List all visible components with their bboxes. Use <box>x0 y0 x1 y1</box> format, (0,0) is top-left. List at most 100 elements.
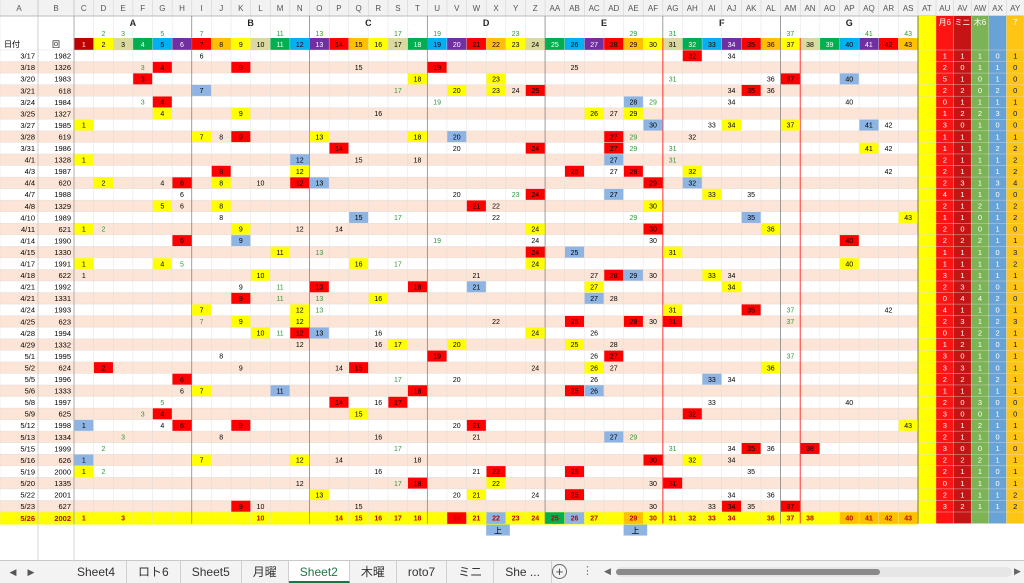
header-number-cell[interactable]: 32 <box>688 42 696 49</box>
cell-fill[interactable] <box>388 339 408 350</box>
count-cell[interactable]: 2 <box>978 109 982 118</box>
count-cell[interactable]: 2 <box>943 202 947 211</box>
number-cell[interactable]: 4 <box>160 65 164 72</box>
number-cell[interactable]: 27 <box>590 284 598 291</box>
number-cell[interactable]: 16 <box>374 331 382 338</box>
count-cell[interactable]: 2 <box>996 294 1000 303</box>
cell-fill[interactable] <box>564 165 585 177</box>
number-cell[interactable]: 24 <box>512 88 520 95</box>
cell-fill[interactable] <box>525 142 545 154</box>
number-cell[interactable]: 1 <box>82 423 86 430</box>
count-cell[interactable]: 2 <box>943 398 947 407</box>
number-cell[interactable]: 35 <box>747 192 755 199</box>
cell-fill[interactable] <box>172 177 192 189</box>
number-cell[interactable]: 4 <box>160 180 164 187</box>
number-cell[interactable]: 6 <box>180 238 184 245</box>
count-cell-extra[interactable]: 1 <box>1013 306 1017 315</box>
count-cell-extra[interactable]: 0 <box>1013 398 1017 407</box>
number-cell[interactable]: 33 <box>708 273 716 280</box>
number-cell[interactable]: 13 <box>315 250 323 257</box>
number-cell[interactable]: 42 <box>885 308 893 315</box>
number-cell[interactable]: 36 <box>767 365 775 372</box>
last-row-cell[interactable]: 31 <box>669 516 677 523</box>
count-cell[interactable]: 2 <box>943 456 947 465</box>
number-cell[interactable]: 5 <box>160 204 164 211</box>
count-cell[interactable]: 1 <box>943 259 947 268</box>
cell-fill[interactable] <box>74 119 94 131</box>
cell-fill[interactable] <box>623 108 643 119</box>
number-cell[interactable]: 26 <box>590 365 598 372</box>
count-cell[interactable]: 2 <box>1013 490 1017 499</box>
cell-fill[interactable] <box>329 396 349 408</box>
number-cell[interactable]: 34 <box>728 458 736 465</box>
number-cell[interactable]: 19 <box>433 65 441 72</box>
cell-fill[interactable] <box>192 84 212 96</box>
cell-fill[interactable] <box>564 489 585 501</box>
header-number-cell[interactable]: 23 <box>512 42 520 49</box>
count-cell[interactable]: 3 <box>943 409 947 418</box>
number-cell[interactable]: 36 <box>767 446 775 453</box>
tab-thursday[interactable]: 木曜 <box>350 561 397 583</box>
count-cell[interactable]: 0 <box>978 409 982 418</box>
count-cell[interactable]: 1 <box>943 109 947 118</box>
number-cell[interactable]: 41 <box>865 123 873 130</box>
number-cell[interactable]: 27 <box>610 146 618 153</box>
number-cell[interactable]: 22 <box>492 215 500 222</box>
count-cell[interactable]: 1 <box>1013 282 1017 291</box>
number-cell[interactable]: 34 <box>728 504 736 511</box>
header-number-cell[interactable]: 29 <box>629 42 637 49</box>
header-number-cell[interactable]: 33 <box>708 42 716 49</box>
count-cell[interactable]: 1 <box>996 490 1000 499</box>
number-cell[interactable]: 35 <box>747 215 755 222</box>
count-cell[interactable]: 2 <box>943 490 947 499</box>
cell-fill[interactable] <box>407 131 428 143</box>
cell-fill[interactable] <box>290 315 310 327</box>
number-cell[interactable]: 40 <box>845 400 853 407</box>
count-cell-extra[interactable]: 2 <box>1013 490 1017 499</box>
number-cell[interactable]: 5 <box>180 261 184 268</box>
count-cell-extra[interactable]: 0 <box>1013 444 1017 453</box>
count-cell[interactable]: 2 <box>943 225 947 234</box>
cell-fill[interactable] <box>741 84 761 96</box>
number-cell[interactable]: 8 <box>219 134 223 141</box>
cell-fill[interactable] <box>427 350 447 362</box>
count-cell-extra[interactable]: 1 <box>1013 352 1017 361</box>
header-number-cell[interactable]: 42 <box>885 42 893 49</box>
cell-fill[interactable] <box>525 223 545 235</box>
last-row-cell[interactable]: 22 <box>492 516 500 523</box>
last-row-cell[interactable]: 16 <box>374 516 382 523</box>
cell-fill[interactable] <box>780 119 800 131</box>
number-cell[interactable]: 15 <box>355 157 363 164</box>
count-cell[interactable]: 0 <box>996 306 1000 315</box>
count-cell[interactable]: 1 <box>978 317 982 326</box>
count-cell[interactable]: 3 <box>1013 248 1017 257</box>
number-cell[interactable]: 21 <box>472 435 480 442</box>
count-cell[interactable]: 1 <box>960 479 964 488</box>
header-number-cell[interactable]: 22 <box>492 42 500 49</box>
number-cell[interactable]: 21 <box>472 423 480 430</box>
number-cell[interactable]: 35 <box>747 469 755 476</box>
number-cell[interactable]: 8 <box>219 354 223 361</box>
count-cell[interactable]: 2 <box>943 236 947 245</box>
count-cell-extra[interactable]: 1 <box>1013 98 1017 107</box>
number-cell[interactable]: 10 <box>257 331 265 338</box>
number-cell[interactable]: 30 <box>649 273 657 280</box>
cell-fill[interactable] <box>564 512 585 524</box>
tab-roto7[interactable]: roto7 <box>397 561 448 583</box>
count-cell[interactable]: 1 <box>1013 456 1017 465</box>
number-cell[interactable]: 27 <box>610 111 618 118</box>
cell-fill[interactable] <box>349 362 369 374</box>
cell-fill[interactable] <box>74 419 94 431</box>
header-number-cell[interactable]: 11 <box>276 42 283 49</box>
number-cell[interactable]: 4 <box>160 411 164 418</box>
number-cell[interactable]: 12 <box>296 319 304 326</box>
number-cell[interactable]: 40 <box>845 100 853 107</box>
count-cell-extra[interactable]: 0 <box>1013 75 1017 84</box>
count-cell[interactable]: 2 <box>943 467 947 476</box>
number-cell[interactable]: 6 <box>180 180 184 187</box>
count-cell-extra[interactable]: 0 <box>1013 63 1017 72</box>
count-cell[interactable]: 4 <box>978 294 982 303</box>
number-cell[interactable]: 30 <box>649 458 657 465</box>
number-cell[interactable]: 10 <box>257 180 265 187</box>
cell-fill[interactable] <box>564 385 585 397</box>
